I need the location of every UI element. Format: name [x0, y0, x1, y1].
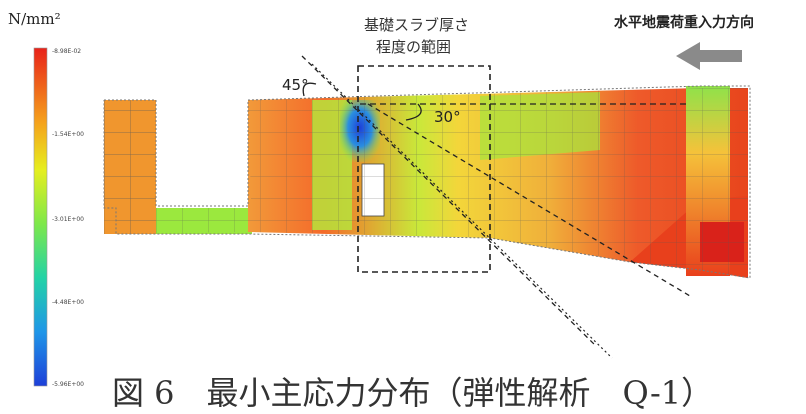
- scale-tick-label: -1.54E+00: [52, 131, 84, 138]
- scale-tick-label: -8.98E-02: [52, 48, 82, 55]
- angle-30-label: 30°: [434, 108, 461, 126]
- color-scale-bar: [33, 47, 48, 387]
- load-direction-arrow: [676, 42, 742, 70]
- legend-unit: N/mm²: [8, 10, 61, 28]
- structure-contour: [103, 85, 751, 279]
- scale-tick-label: -4.48E+00: [52, 299, 84, 306]
- scale-tick-label: -3.01E+00: [52, 216, 84, 223]
- load-direction-label: 水平地震荷重入力方向: [614, 15, 754, 31]
- slab-thickness-range-box: [357, 65, 491, 273]
- figure-caption: 図 6 最小主応力分布（弾性解析 Q-1）: [112, 374, 714, 412]
- range-label-line2: 程度の範囲: [376, 38, 452, 56]
- angle-45-label: 45°: [282, 76, 309, 94]
- scale-tick-label: -5.96E+00: [52, 381, 84, 388]
- range-label-line1: 基礎スラブ厚さ: [364, 16, 470, 34]
- angle-lines: [301, 55, 691, 359]
- stress-diagram: [33, 42, 751, 387]
